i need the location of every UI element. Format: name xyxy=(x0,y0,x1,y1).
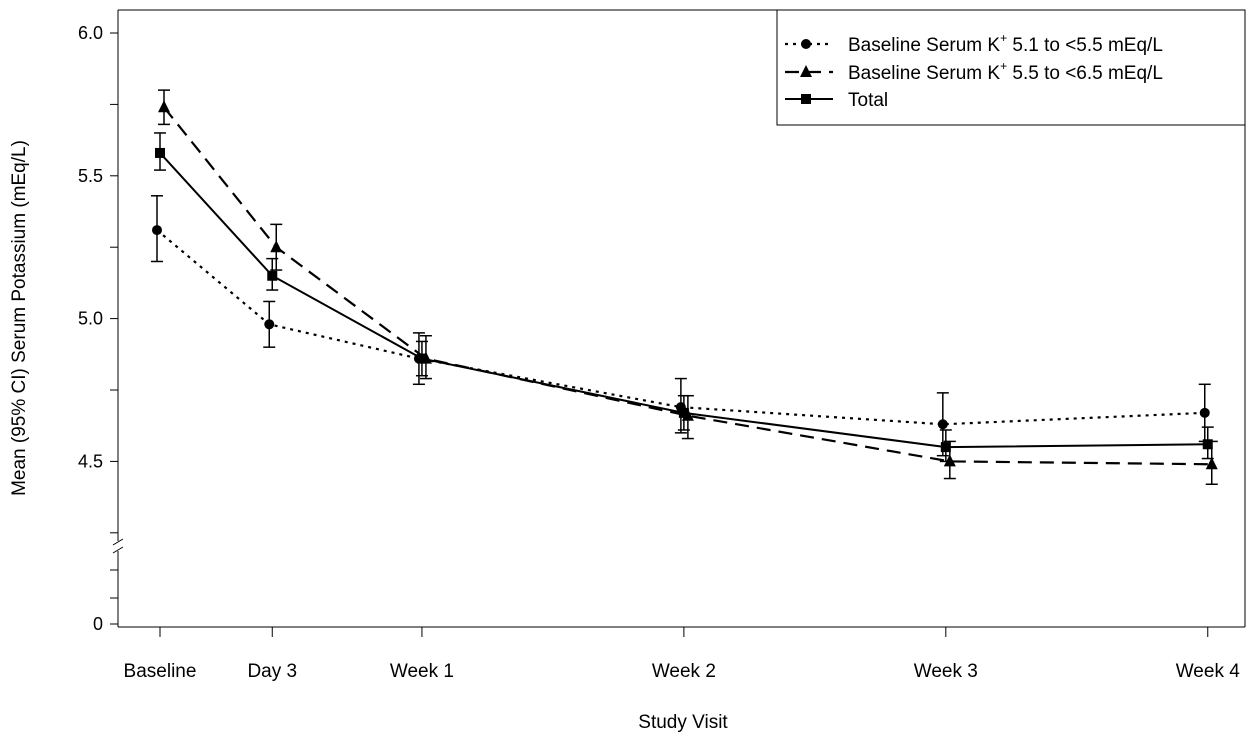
axis-break-mark xyxy=(112,546,124,554)
x-tick-label: Week 2 xyxy=(652,661,716,682)
data-point xyxy=(155,147,165,158)
series-2 xyxy=(158,89,1218,485)
data-point xyxy=(943,454,956,467)
data-point xyxy=(1199,407,1210,418)
data-point xyxy=(416,353,427,364)
plot-area xyxy=(151,89,1218,485)
y-axis-label: Mean (95% CI) Serum Potassium (mEq/L) xyxy=(9,140,30,496)
data-point xyxy=(264,319,275,330)
series-1 xyxy=(151,195,1211,457)
legend: Baseline Serum K+ 5.1 to <5.5 mEq/L Basel… xyxy=(776,9,1246,126)
y-tick-label: 6.0 xyxy=(78,23,103,43)
x-tick-label: Day 3 xyxy=(247,661,297,682)
data-point xyxy=(940,442,951,453)
legend-marker xyxy=(801,39,811,49)
legend-marker xyxy=(801,94,811,104)
legend-label: Total xyxy=(848,90,888,111)
legend-label: Baseline Serum K+ 5.5 to <6.5 mEq/L xyxy=(848,59,1163,84)
legend-label: Baseline Serum K+ 5.1 to <5.5 mEq/L xyxy=(848,31,1163,56)
data-point xyxy=(1205,457,1218,470)
x-tick-label: Week 4 xyxy=(1176,661,1241,682)
legend-box xyxy=(776,9,1246,126)
data-point xyxy=(267,270,278,281)
x-tick-label: Week 1 xyxy=(390,661,454,682)
data-point xyxy=(158,100,170,113)
x-axis-label: Study Visit xyxy=(638,712,728,733)
y-tick-label: 5.0 xyxy=(78,309,103,329)
data-point xyxy=(270,240,283,253)
data-point xyxy=(937,419,948,430)
data-point xyxy=(1202,439,1213,450)
data-point xyxy=(678,407,689,418)
series-line xyxy=(156,229,1205,426)
y-tick-label: 0 xyxy=(93,614,103,634)
x-tick-label: Week 3 xyxy=(914,661,978,682)
axis-break-mark xyxy=(112,538,124,546)
series-3 xyxy=(154,132,1214,463)
legend-marker xyxy=(800,65,812,77)
data-point xyxy=(152,225,162,236)
y-tick-label: 4.5 xyxy=(78,451,103,471)
axes: 0 4.5 5.0 5.5 6.0 Baseline Day 3 Week 1 Week 2 We… xyxy=(78,9,1246,682)
series-line xyxy=(159,152,1208,449)
x-tick-label: Baseline xyxy=(124,661,197,682)
y-tick-label: 5.5 xyxy=(78,166,103,186)
